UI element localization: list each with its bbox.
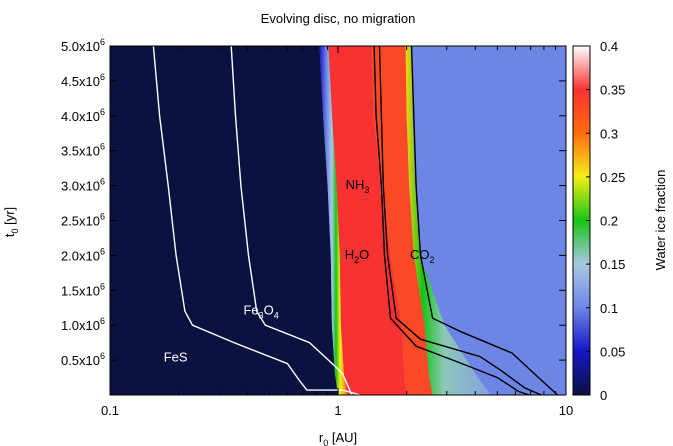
y-tick-label: 5.0x106 bbox=[61, 37, 105, 54]
colorbar-tick-label: 0.4 bbox=[600, 39, 618, 54]
x-axis-label: r0 [AU] bbox=[319, 430, 357, 446]
nh3-label: NH3 bbox=[346, 177, 370, 195]
plot-area bbox=[110, 46, 566, 395]
h2o-line bbox=[373, 45, 530, 396]
x-axis: 0.1 1 10 bbox=[101, 46, 573, 418]
x-tick-label: 10 bbox=[559, 403, 573, 418]
h2o-label: H2O bbox=[345, 247, 370, 265]
fe3o4-line bbox=[230, 45, 353, 396]
y-axis-label: t0 [yr] bbox=[2, 207, 20, 237]
fes-label: FeS bbox=[164, 349, 188, 364]
heatmap-region-nh3-ice bbox=[371, 46, 433, 395]
colorbar-tick-label: 0.1 bbox=[600, 301, 618, 316]
y-tick-label: 3.0x106 bbox=[61, 177, 105, 194]
x-tick-label: 1 bbox=[334, 403, 341, 418]
condensation-lines bbox=[152, 45, 559, 396]
y-axis: 0.5x106 1.0x106 1.5x106 2.0x106 2.5x106 3.0x1… bbox=[61, 37, 566, 368]
nh3-line bbox=[378, 45, 542, 396]
y-tick-label: 0.5x106 bbox=[61, 351, 105, 368]
colorbar-tick-label: 0.2 bbox=[600, 214, 618, 229]
y-tick-label: 1.5x106 bbox=[61, 281, 105, 298]
heatmap-region-ice-line-transition bbox=[319, 46, 347, 395]
colorbar: 0 0.05 0.1 0.15 0.2 0.25 0.3 0.35 0.4 Water ice … bbox=[572, 39, 668, 403]
colorbar-tick-label: 0.35 bbox=[600, 83, 625, 98]
y-tick-label: 2.5x106 bbox=[61, 212, 105, 229]
heatmap-region-water-ice bbox=[328, 46, 407, 395]
y-tick-label: 4.5x106 bbox=[61, 72, 105, 89]
co2-line bbox=[410, 45, 559, 396]
colorbar-tick-label: 0.15 bbox=[600, 257, 625, 272]
colorbar-tick-label: 0.25 bbox=[600, 170, 625, 185]
y-tick-label: 3.5x106 bbox=[61, 142, 105, 159]
condensation-line-labels: FeS Fe3O4 NH3 H2O CO2 bbox=[164, 177, 435, 364]
heatmap-region-water-free bbox=[110, 46, 338, 395]
heatmap-region-co2-transition bbox=[405, 46, 491, 395]
chart-title: Evolving disc, no migration bbox=[261, 11, 416, 26]
colorbar-tick-label: 0.3 bbox=[600, 126, 618, 141]
colorbar-tick-label: 0.05 bbox=[600, 344, 625, 359]
co2-label: CO2 bbox=[410, 247, 435, 265]
colorbar-label: Water ice fraction bbox=[653, 170, 668, 271]
y-tick-label: 4.0x106 bbox=[61, 107, 105, 124]
y-tick-label: 1.0x106 bbox=[61, 316, 105, 333]
fes-line bbox=[152, 45, 361, 396]
colorbar-ticks: 0 0.05 0.1 0.15 0.2 0.25 0.3 0.35 0.4 bbox=[586, 39, 625, 403]
x-tick-label: 0.1 bbox=[101, 403, 119, 418]
fe3o4-label: Fe3O4 bbox=[243, 303, 278, 321]
colorbar-tick-label: 0 bbox=[600, 388, 607, 403]
y-tick-label: 2.0x106 bbox=[61, 246, 105, 263]
